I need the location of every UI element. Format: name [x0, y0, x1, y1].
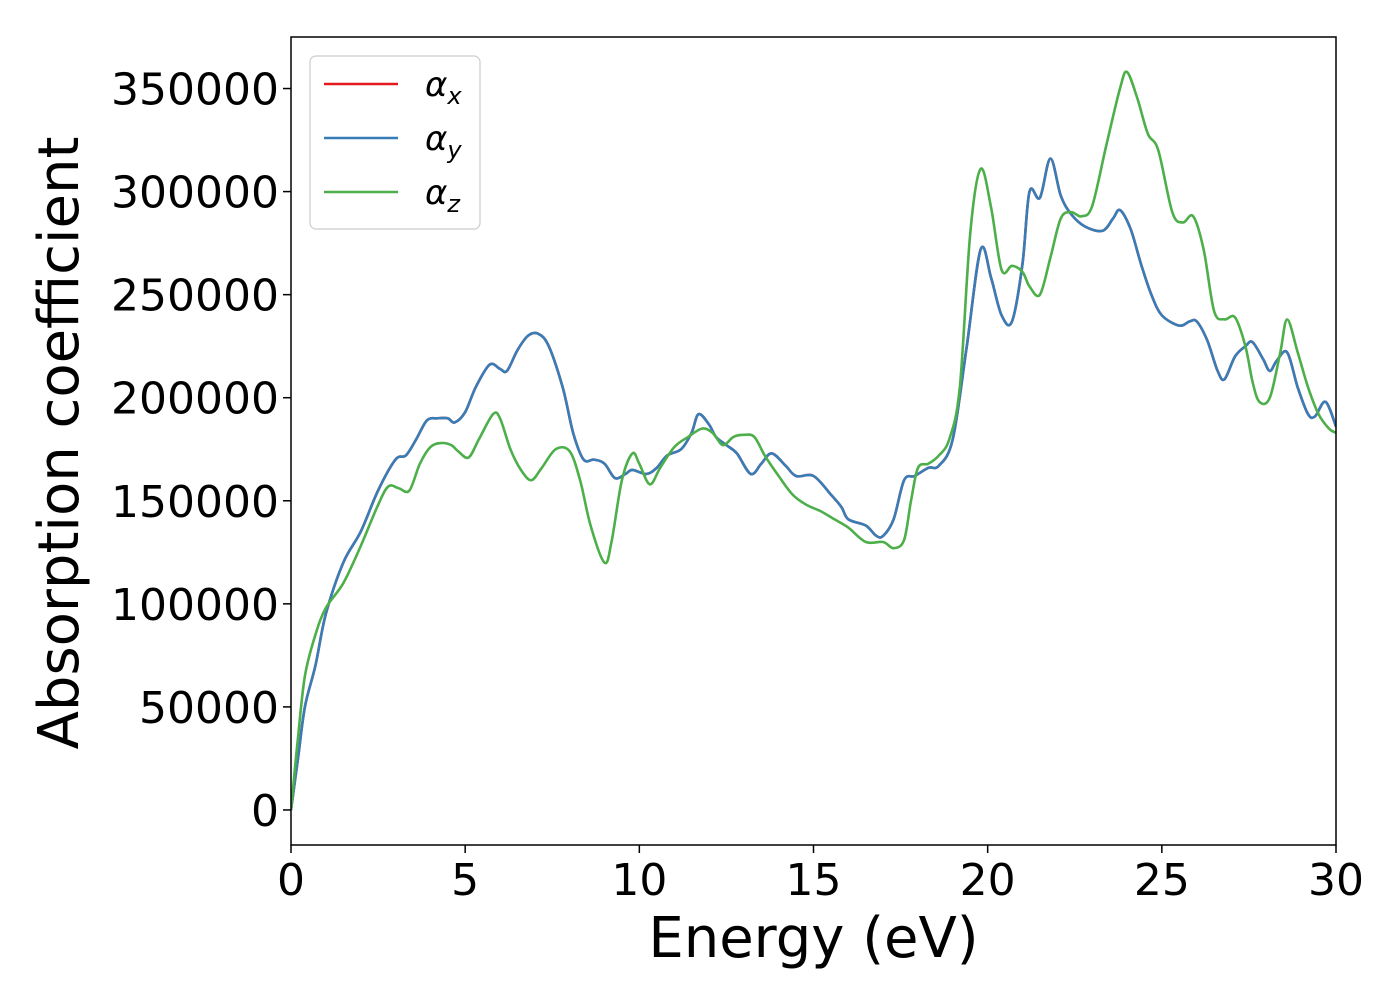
x-tick-label: 5: [451, 855, 479, 906]
series-line-z: [291, 70, 1336, 811]
x-tick-label: 15: [786, 855, 842, 906]
y-tick-label: 200000: [111, 374, 279, 425]
y-tick-label: 150000: [111, 477, 279, 528]
y-tick-label: 250000: [111, 271, 279, 322]
x-ticks: 0 5 10 15 20 25 30: [277, 845, 1364, 906]
x-tick-label: 0: [277, 855, 305, 906]
y-tick-label: 100000: [111, 580, 279, 631]
y-tick-label: 50000: [139, 683, 279, 734]
x-tick-label: 20: [960, 855, 1016, 906]
series-line-x: [291, 157, 1336, 811]
series-layer: [291, 70, 1336, 811]
y-tick-label: 350000: [111, 65, 279, 116]
y-axis-title: Absorption coefficient: [27, 137, 92, 750]
y-tick-label: 0: [251, 786, 279, 837]
x-tick-label: 30: [1308, 855, 1364, 906]
y-ticks: 0 50000 100000 150000 200000 250000 300000 3500…: [111, 65, 291, 837]
x-axis-title: Energy (eV): [648, 906, 978, 971]
series-line-y: [291, 157, 1336, 811]
x-tick-label: 25: [1134, 855, 1190, 906]
y-tick-label: 300000: [111, 168, 279, 219]
x-tick-label: 10: [611, 855, 667, 906]
legend-box: [309, 55, 481, 230]
